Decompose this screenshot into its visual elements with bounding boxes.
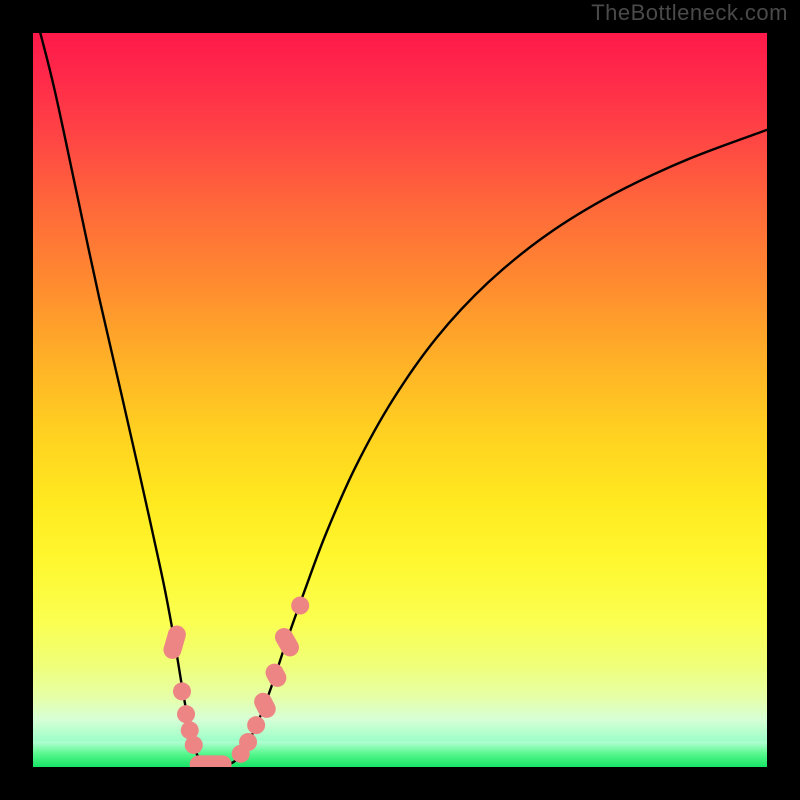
gradient-background [33,33,767,767]
chart-stage: TheBottleneck.com [0,0,800,800]
plot-frame [33,33,767,767]
watermark-text: TheBottleneck.com [591,0,788,26]
